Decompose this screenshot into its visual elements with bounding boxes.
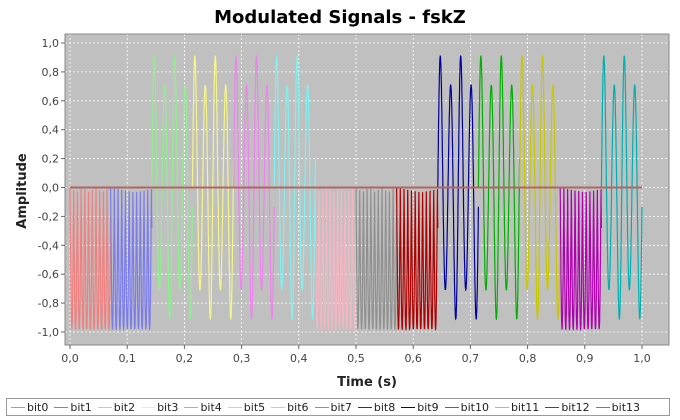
x-tick-label: 0,8: [519, 352, 537, 365]
y-tick-label: 0,6: [42, 95, 60, 108]
series-bit10: [477, 55, 521, 321]
legend-label: bit6: [287, 400, 309, 414]
legend-label: bit12: [561, 400, 590, 414]
x-tick-label: 0,0: [61, 352, 79, 365]
x-tick-label: 0,6: [404, 352, 422, 365]
series-bit0: [69, 187, 112, 332]
y-tick-label: 0,2: [42, 153, 60, 166]
y-axis-label: Amplitude: [15, 153, 30, 229]
legend-item-bit13: bit13: [595, 400, 641, 414]
ticks: 0,0 0,1 0,2 0,3 0,4 0,5 0,6 0,7 0,8 0,9 1,0 1,0 0,8 0…: [38, 37, 651, 365]
series-bit6: [314, 187, 357, 332]
legend-swatch: [314, 406, 329, 408]
series-layer: [69, 55, 643, 332]
legend-label: bit11: [510, 400, 540, 414]
legend-label: bit10: [460, 400, 489, 414]
legend-item-bit8: bit8: [357, 400, 396, 414]
legend-swatch: [545, 406, 560, 408]
x-tick-label: 0,9: [576, 352, 594, 365]
legend-item-bit9: bit9: [401, 400, 439, 414]
legend-swatch: [184, 406, 199, 408]
series-bit7: [355, 187, 398, 332]
x-tick-label: 0,1: [118, 352, 136, 365]
legend-swatch: [271, 406, 286, 408]
series-bit3: [191, 55, 235, 321]
y-tick-label: -1,0: [38, 326, 59, 339]
y-tick-label: 0,0: [42, 182, 60, 195]
legend-item-bit2: bit2: [97, 400, 136, 414]
series-bit8: [396, 187, 439, 332]
series-bit13: [600, 55, 643, 321]
series-bit11: [519, 55, 561, 321]
x-tick-label: 1,0: [633, 352, 651, 365]
legend-item-bit6: bit6: [271, 400, 309, 414]
legend-item-bit10: bit10: [444, 400, 489, 414]
legend-item-bit5: bit5: [227, 400, 266, 414]
legend-label: bit7: [330, 400, 352, 414]
axes: [64, 33, 670, 346]
x-axis-label: Time (s): [337, 375, 397, 390]
x-tick-label: 0,4: [290, 352, 308, 365]
legend-item-bit4: bit4: [184, 400, 222, 414]
legend-label: bit2: [113, 400, 136, 414]
y-tick-label: -0,2: [38, 210, 59, 223]
series-bit9: [437, 55, 479, 321]
legend-label: bit1: [70, 400, 92, 414]
legend-label: bit13: [611, 400, 641, 414]
fsk-chart: Modulated Signals - fskZ 0,0 0,1 0,2 0,3 0,4…: [15, 7, 670, 390]
y-tick-label: -0,6: [38, 268, 59, 281]
y-tick-label: -0,4: [38, 239, 59, 252]
x-tick-label: 0,7: [462, 352, 480, 365]
legend-label: bit9: [417, 400, 439, 414]
legend-swatch: [595, 406, 610, 408]
series-bit2: [151, 55, 193, 321]
y-tick-label: -0,8: [38, 297, 59, 310]
series-bit1: [110, 187, 153, 332]
legend-item-bit11: bit11: [494, 400, 540, 414]
legend-item-bit7: bit7: [314, 400, 352, 414]
x-tick-label: 0,2: [176, 352, 194, 365]
plot-border: [64, 33, 670, 346]
legend-swatch: [494, 406, 509, 408]
y-tick-label: 1,0: [42, 37, 60, 50]
legend-item-bit3: bit3: [141, 401, 178, 414]
x-tick-label: 0,5: [347, 352, 365, 365]
legend-label: bit8: [373, 400, 396, 414]
x-tick-label: 0,3: [233, 352, 251, 365]
legend-swatch: [97, 406, 112, 408]
legend-swatch: [401, 406, 416, 408]
y-tick-label: 0,8: [42, 66, 60, 79]
chart-title: Modulated Signals - fskZ: [214, 7, 466, 28]
legend-swatch: [357, 406, 372, 408]
legend-label: bit0: [27, 400, 49, 414]
legend-label: bit5: [243, 400, 266, 414]
legend-item-bit0: bit0: [11, 401, 48, 414]
legend-item-bit12: bit12: [545, 400, 590, 414]
legend-item-bit1: bit1: [54, 400, 92, 414]
series-bit12: [559, 187, 602, 332]
legend-swatch: [141, 406, 156, 408]
legend-swatch: [54, 406, 69, 408]
legend-swatch: [444, 406, 459, 408]
legend: bit0 bit1 bit2 bit3 bit4 bit5 bit6 bit7 bit8 bit9…: [6, 398, 670, 416]
series-bit5: [273, 55, 316, 321]
legend-label: bit4: [200, 400, 222, 414]
legend-swatch: [227, 406, 242, 408]
legend-swatch: [11, 406, 25, 408]
legend-label: bit3: [157, 400, 179, 414]
y-tick-label: 0,4: [42, 124, 60, 137]
series-bit4: [233, 55, 275, 321]
